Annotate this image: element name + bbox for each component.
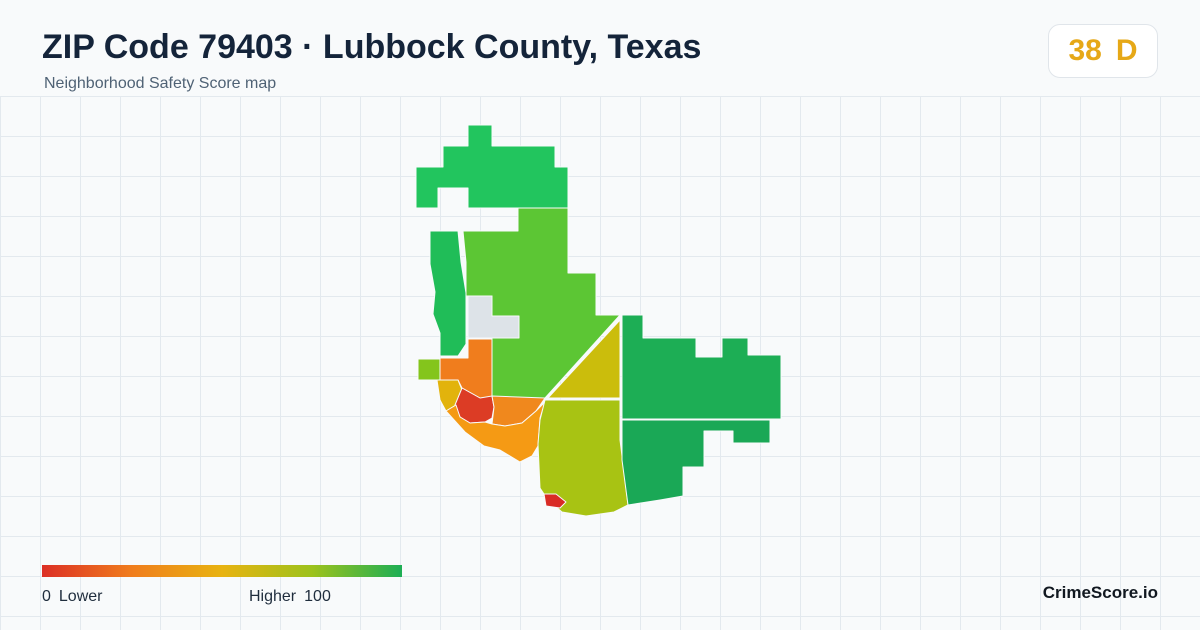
- map-region-northwest-strip[interactable]: [429, 230, 467, 357]
- page-title: ZIP Code 79403 · Lubbock County, Texas: [42, 28, 702, 66]
- safety-score-grade: D: [1115, 34, 1138, 67]
- map-region-southeast-green[interactable]: [621, 419, 771, 506]
- map-region-east-green[interactable]: [621, 314, 782, 420]
- legend-max-value: 100: [304, 588, 331, 605]
- legend-gradient-bar: [42, 565, 402, 577]
- legend-gradient-rect: [42, 565, 402, 577]
- brand-logo-text[interactable]: CrimeScore.io: [1042, 583, 1158, 602]
- legend-max-label: Higher 100: [249, 588, 331, 606]
- legend-max-text: Higher: [249, 588, 297, 605]
- map-region-north-top[interactable]: [415, 124, 569, 209]
- map-region-south-red[interactable]: [543, 493, 567, 509]
- legend-min-value: 0: [42, 588, 51, 605]
- safety-score-badge: 38 D: [1048, 24, 1158, 78]
- page-subtitle: Neighborhood Safety Score map: [44, 75, 277, 92]
- safety-score-value: 38: [1068, 34, 1102, 67]
- map-region-southwest-orange[interactable]: [445, 401, 546, 463]
- map-region-east-yellow[interactable]: [547, 319, 621, 399]
- legend-min-text: Lower: [58, 588, 103, 605]
- map-region-west-small[interactable]: [417, 358, 441, 381]
- map-region-south-yellowgreen[interactable]: [537, 399, 629, 517]
- map-region-no-data-block[interactable]: [467, 295, 520, 339]
- legend-min-label: 0 Lower: [42, 588, 102, 606]
